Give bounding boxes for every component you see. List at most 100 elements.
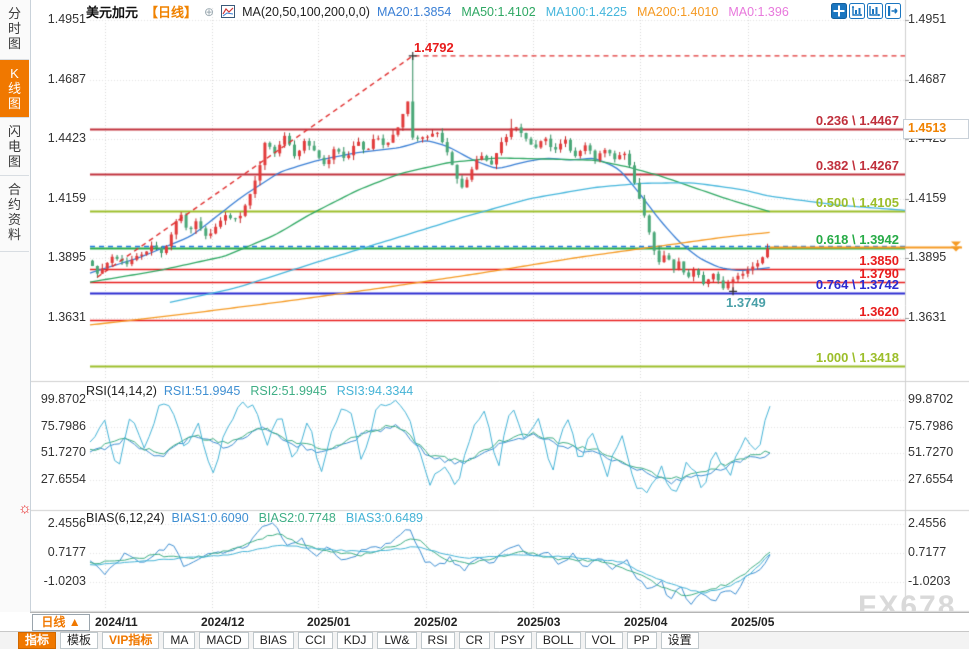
tab-time-chart-label: 分时图 — [7, 6, 21, 51]
move-icon[interactable] — [831, 3, 847, 19]
bias-tick-r-2: -1.0203 — [908, 574, 951, 589]
add-indicator-icon[interactable]: ⊕ — [204, 4, 215, 19]
rsi-tick-l-3: 27.6554 — [40, 471, 86, 486]
ma-value-2: MA100:1.4225 — [545, 4, 627, 19]
date-label-6: 2025/05 — [731, 615, 775, 629]
toolbar-item-psy[interactable]: PSY — [493, 632, 532, 649]
rsi-legend: RSI(14,14,2) RSI1:51.9945 RSI2:51.9945 RSI… — [86, 384, 413, 398]
rsi-tick-r-0: 99.8702 — [908, 392, 954, 406]
tab-contract-info-label: 合约资料 — [7, 182, 21, 242]
main-tick-r-5: 1.3631 — [908, 309, 947, 324]
bias-title[interactable]: BIAS(6,12,24) — [86, 511, 165, 525]
toolbar-item-bias[interactable]: BIAS — [252, 632, 295, 649]
chart-toolbar-icons — [831, 3, 901, 19]
rsi-value-2: RSI3:94.3344 — [336, 384, 414, 398]
fib-label-1: 0.382 \ 1.4267 — [815, 158, 899, 174]
bias-legend: BIAS(6,12,24) BIAS1:0.6090 BIAS2:0.7748 BI… — [86, 511, 423, 525]
toolbar-item-settings[interactable]: 设置 — [660, 632, 699, 649]
toolbar-item-macd[interactable]: MACD — [199, 632, 249, 649]
tab-time-chart[interactable]: 分时图 — [0, 0, 29, 60]
main-tick-l-2: 1.4423 — [47, 131, 86, 146]
pan-right-icon[interactable] — [885, 3, 901, 19]
toolbar-item-indicators[interactable]: 指标 — [18, 632, 57, 649]
ma-mini-icon — [221, 5, 236, 18]
scale-y-axis-icon[interactable] — [849, 3, 865, 19]
toolbar-item-pp[interactable]: PP — [626, 632, 657, 649]
toolbar-item-vip-indicators[interactable]: VIP指标 — [102, 632, 160, 649]
rsi-tick-r-3: 27.6554 — [908, 471, 954, 486]
tab-contract-info[interactable]: 合约资料 — [0, 176, 29, 252]
rsi-tick-r-1: 75.7986 — [908, 418, 954, 433]
ma-value-3: MA200:1.4010 — [637, 4, 719, 19]
ma-value-1: MA50:1.4102 — [461, 4, 536, 19]
fib-label-0: 0.236 \ 1.4467 — [815, 113, 899, 129]
ma-value-0: MA20:1.3854 — [376, 4, 452, 19]
bias-tick-l-0: 2.4556 — [47, 516, 86, 530]
bias-tick-l-2: -1.0203 — [43, 574, 86, 589]
axis-price-callout: 1.4513 — [903, 119, 969, 139]
rsi-tick-l-1: 75.7986 — [40, 418, 86, 433]
date-label-0: 2024/11 — [95, 615, 138, 629]
low-price-label: 1.3749 — [726, 295, 766, 310]
rsi-title[interactable]: RSI(14,14,2) — [86, 384, 157, 398]
fib-label-2: 0.500 \ 1.4105 — [815, 194, 899, 210]
chart-legend: 美元加元 【日线】 ⊕ MA(20,50,100,200,0,0) MA20:1… — [86, 2, 789, 21]
date-label-1: 2024/12 — [201, 615, 245, 629]
ma-params-label: MA(20,50,100,200,0,0) — [242, 4, 370, 19]
fib-label-3: 0.618 \ 1.3942 — [815, 231, 899, 247]
toolbar-item-vol[interactable]: VOL — [584, 632, 623, 649]
indicator-toolbar: 指标 模板 VIP指标 MA MACD BIAS CCI KDJ LW& RSI CR PSY BOLL… — [0, 631, 969, 649]
toolbar-item-boll[interactable]: BOLL — [535, 632, 581, 649]
symbol-title: 美元加元 — [86, 5, 139, 20]
bias-values: BIAS1:0.6090 BIAS2:0.7748 BIAS3:0.6489 — [172, 511, 423, 525]
toolbar-item-rsi[interactable]: RSI — [420, 632, 455, 649]
toolbar-item-cr[interactable]: CR — [458, 632, 490, 649]
x-axis-row: 日线 ▲ 2024/11 2024/12 2025/01 2025/02 2025/03… — [30, 612, 969, 632]
tab-kline-chart-label: K线图 — [7, 66, 21, 111]
main-tick-l-0: 1.4951 — [47, 12, 86, 26]
tab-kline-chart[interactable]: K线图 — [0, 60, 29, 118]
rsi-value-1: RSI2:51.9945 — [250, 384, 327, 398]
bias-tick-l-1: 0.7177 — [47, 545, 86, 559]
peak-price-label: 1.4792 — [414, 40, 454, 55]
toolbar-item-kdj[interactable]: KDJ — [336, 632, 374, 649]
ma-value-4: MA0:1.396 — [728, 4, 789, 19]
rsi-tick-l-0: 99.8702 — [40, 392, 86, 406]
main-tick-l-5: 1.3631 — [47, 309, 86, 324]
price-line-label-2: 1.3620 — [859, 304, 899, 320]
toolbar-item-lw[interactable]: LW& — [377, 632, 417, 649]
period-selector-button[interactable]: 日线 ▲ — [32, 614, 90, 631]
tab-flash-chart[interactable]: 闪电图 — [0, 118, 29, 176]
period-tag[interactable]: 【日线】 — [145, 5, 198, 20]
price-line-label-1: 1.3790 — [859, 266, 899, 282]
fib-label-4: 0.764 \ 1.3742 — [815, 276, 899, 292]
rsi-value-0: RSI1:51.9945 — [163, 384, 241, 398]
bias-value-1: BIAS2:0.7748 — [258, 511, 336, 525]
bias-tick-r-1: 0.7177 — [908, 545, 947, 559]
price-line-label-0: 1.3850 — [859, 252, 899, 268]
toolbar-item-cci[interactable]: CCI — [298, 632, 333, 649]
toolbar-item-ma[interactable]: MA — [163, 632, 196, 649]
bias-value-2: BIAS3:0.6489 — [345, 511, 423, 525]
date-label-5: 2025/04 — [624, 615, 668, 629]
date-label-3: 2025/02 — [414, 615, 458, 629]
toolbar-item-template[interactable]: 模板 — [60, 632, 99, 649]
hot-indicator-icon[interactable]: ☼ — [18, 500, 32, 517]
rsi-tick-l-2: 51.7270 — [40, 445, 86, 460]
main-tick-r-3: 1.4159 — [908, 190, 947, 205]
fib-label-5: 1.000 \ 1.3418 — [815, 350, 899, 366]
tab-flash-chart-label: 闪电图 — [7, 124, 21, 169]
sidebar: 分时图 K线图闪电图合约资料 — [0, 0, 31, 612]
date-label-4: 2025/03 — [517, 615, 561, 629]
main-tick-l-4: 1.3895 — [47, 250, 86, 265]
main-tick-r-0: 1.4951 — [908, 12, 947, 26]
scale-x-axis-icon[interactable] — [867, 3, 883, 19]
main-tick-l-3: 1.4159 — [47, 190, 86, 205]
ma-values: MA20:1.3854 MA50:1.4102 MA100:1.4225 MA200:… — [377, 5, 789, 19]
date-label-2: 2025/01 — [307, 615, 351, 629]
rsi-values: RSI1:51.9945 RSI2:51.9945 RSI3:94.3344 — [164, 384, 413, 398]
main-tick-l-1: 1.4687 — [47, 71, 86, 86]
rsi-tick-r-2: 51.7270 — [908, 445, 954, 460]
